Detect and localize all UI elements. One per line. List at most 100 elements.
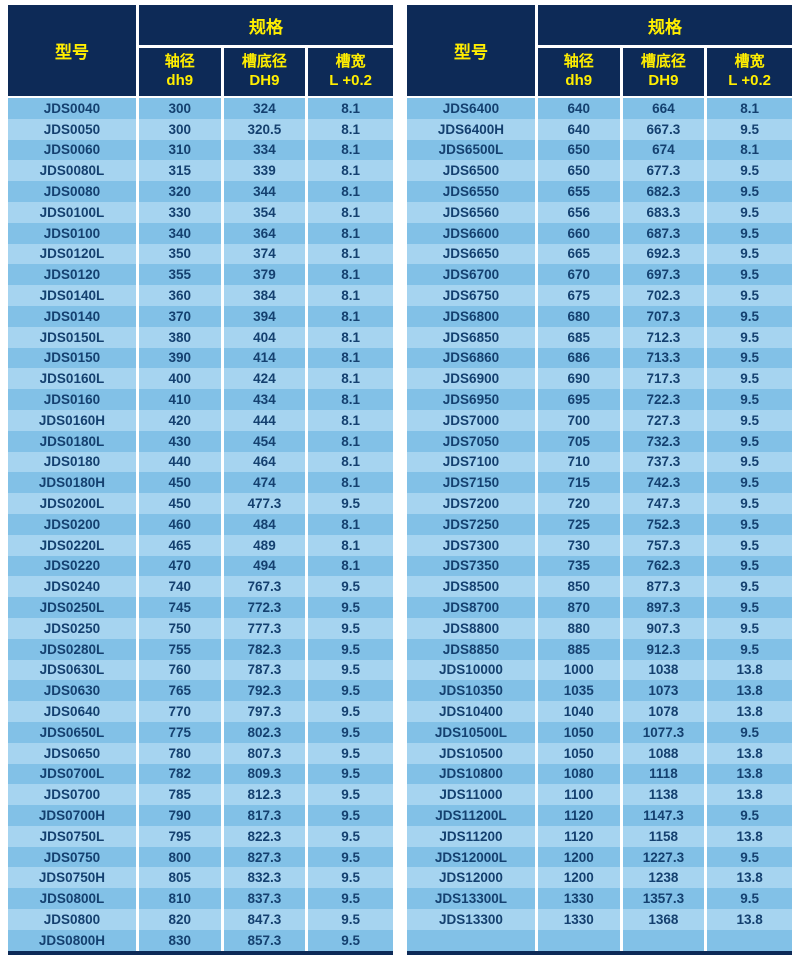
model-cell: JDS7000 [407,409,538,431]
model-cell: JDS8700 [407,597,538,618]
table-row: JDS0040 300 324 8.1 [8,98,393,119]
value-cell: 797.3 [223,701,309,722]
model-cell: JDS10800 [407,763,538,785]
table-row: JDS0160L 400 424 8.1 [8,368,393,390]
model-cell: JDS0160L [8,368,139,390]
value-cell: 8.1 [308,118,393,140]
value-cell: 9.5 [707,305,792,327]
value-cell: 732.3 [622,430,708,452]
table-row: JDS6700 670 697.3 9.5 [407,264,792,286]
value-cell: 13.8 [707,763,792,785]
table-body-left: JDS0040 300 324 8.1 JDS0050 300 320.5 8.1 JDS006… [8,98,393,951]
tables-container: 型号 规格 轴径 dh9 槽底径 DH9 槽宽 L +0.2 [8,5,792,955]
value-cell: 680 [537,305,623,327]
column-group-header-spec: 规格 [537,5,792,48]
value-cell: 8.1 [308,305,393,327]
table-row: JDS7250 725 752.3 9.5 [407,513,792,535]
value-cell: 8.1 [308,409,393,431]
header-line1: 轴径 [563,53,594,71]
value-cell: 8.1 [308,222,393,244]
header-line2: L +0.2 [728,72,771,89]
model-cell: JDS0100 [8,222,139,244]
value-cell: 750 [138,617,224,639]
value-cell: 454 [223,430,309,452]
model-cell: JDS13300L [407,888,538,910]
model-cell: JDS10000 [407,659,538,681]
model-cell: JDS0250L [8,597,139,618]
value-cell: 13.8 [707,659,792,681]
table-row: JDS0150L 380 404 8.1 [8,326,393,348]
header-line1: 槽底径 [241,53,287,71]
table-row: JDS6400 640 664 8.1 [407,98,792,119]
model-cell: JDS0630 [8,680,139,702]
value-cell: 1120 [537,805,623,826]
value-cell: 800 [138,846,224,868]
value-cell: 8.1 [308,326,393,348]
value-cell: 1040 [537,701,623,722]
table-row: JDS6800 680 707.3 9.5 [407,305,792,327]
value-cell: 477.3 [223,493,309,514]
model-cell: JDS0100L [8,201,139,223]
model-cell: JDS13300 [407,909,538,930]
value-cell: 722.3 [622,389,708,410]
value-cell: 8.1 [308,389,393,410]
table-row: JDS6400H 640 667.3 9.5 [407,118,792,140]
value-cell: 8.1 [308,451,393,473]
value-cell: 9.5 [707,805,792,826]
value-cell: 355 [138,264,224,286]
value-cell: 857.3 [223,929,309,951]
model-cell: JDS6400 [407,98,538,119]
value-cell: 8.1 [308,160,393,182]
value-cell: 310 [138,139,224,161]
value-cell: 682.3 [622,181,708,202]
table-row: JDS0750H 805 832.3 9.5 [8,867,393,889]
value-cell: 9.5 [707,513,792,535]
value-cell: 9.5 [707,638,792,660]
table-row: JDS0120 355 379 8.1 [8,264,393,286]
column-header-shaft-diameter: 轴径 dh9 [537,48,623,98]
header-line1: 轴径 [164,53,195,71]
value-cell: 9.5 [707,534,792,556]
value-cell: 9.5 [308,493,393,514]
header-line2: DH9 [648,72,679,89]
value-cell: 9.5 [308,638,393,660]
table-row: JDS6850 685 712.3 9.5 [407,326,792,348]
value-cell: 650 [537,160,623,182]
value-cell: 9.5 [707,347,792,369]
value-cell: 885 [537,638,623,660]
value-cell: 13.8 [707,784,792,806]
value-cell: 8.1 [308,181,393,202]
model-cell: JDS6750 [407,285,538,306]
value-cell: 340 [138,222,224,244]
model-cell: JDS6860 [407,347,538,369]
value-cell: 715 [537,472,623,494]
value-cell: 384 [223,285,309,306]
column-header-groove-bottom-diameter: 槽底径 DH9 [622,48,708,98]
value-cell: 785 [138,784,224,806]
value-cell: 414 [223,347,309,369]
model-cell: JDS0240 [8,576,139,598]
table-row: JDS6560 656 683.3 9.5 [407,201,792,223]
table-header: 型号 规格 轴径 dh9 槽底径 DH9 槽宽 L +0.2 [407,5,792,98]
value-cell: 8.1 [707,98,792,119]
value-cell: 780 [138,742,224,764]
value-cell: 1330 [537,909,623,930]
value-cell: 464 [223,451,309,473]
value-cell: 667.3 [622,118,708,140]
table-row: JDS7050 705 732.3 9.5 [407,430,792,452]
model-cell: JDS0800H [8,929,139,951]
value-cell: 782 [138,763,224,785]
table-row: JDS6500L 650 674 8.1 [407,139,792,161]
model-cell: JDS0200 [8,513,139,535]
value-cell: 702.3 [622,285,708,306]
value-cell: 1238 [622,867,708,889]
value-cell: 8.1 [308,534,393,556]
value-cell: 1147.3 [622,805,708,826]
value-cell: 9.5 [707,493,792,514]
value-cell: 1357.3 [622,888,708,910]
model-cell: JDS7350 [407,555,538,577]
value-cell: 450 [138,493,224,514]
value-cell: 9.5 [308,846,393,868]
table-row: JDS0650 780 807.3 9.5 [8,742,393,764]
